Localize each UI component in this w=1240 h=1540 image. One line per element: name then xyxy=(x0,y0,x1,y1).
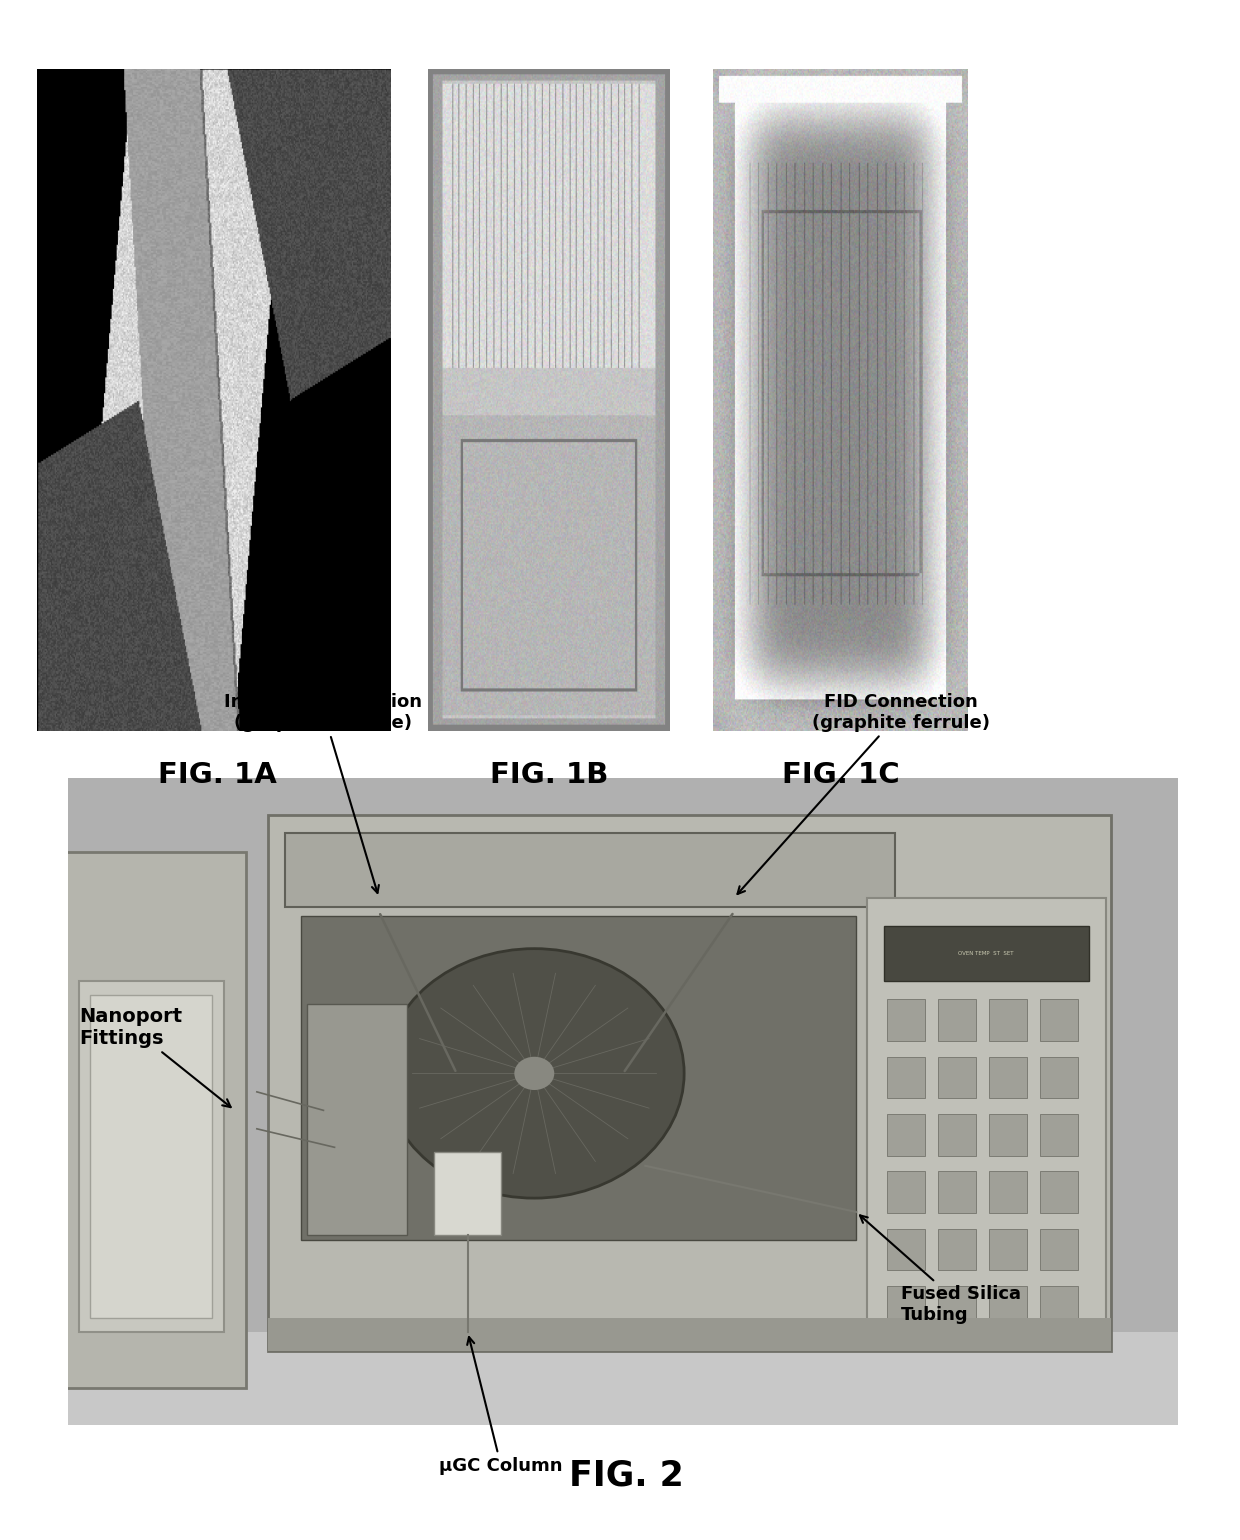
Circle shape xyxy=(384,949,684,1198)
Text: OVEN TEMP  ST  SET: OVEN TEMP ST SET xyxy=(959,950,1014,956)
Bar xyxy=(939,1172,976,1214)
Bar xyxy=(1040,1113,1078,1155)
Text: Fused Silica
Tubing: Fused Silica Tubing xyxy=(861,1215,1021,1324)
Circle shape xyxy=(515,1056,554,1090)
Text: Nanoport
Fittings: Nanoport Fittings xyxy=(79,1007,231,1107)
Bar xyxy=(990,1172,1027,1214)
Bar xyxy=(939,1286,976,1327)
Bar xyxy=(939,1056,976,1098)
Bar xyxy=(990,1286,1027,1327)
Bar xyxy=(1040,1229,1078,1270)
Bar xyxy=(268,815,1111,1351)
Bar xyxy=(306,1004,407,1235)
Bar xyxy=(888,999,925,1041)
Bar xyxy=(888,1056,925,1098)
Bar xyxy=(990,1113,1027,1155)
FancyBboxPatch shape xyxy=(57,852,246,1388)
Bar xyxy=(939,999,976,1041)
Text: FID Connection
(graphite ferrule): FID Connection (graphite ferrule) xyxy=(738,693,990,895)
Bar xyxy=(79,981,223,1332)
Bar xyxy=(888,1286,925,1327)
Text: FIG. 1B: FIG. 1B xyxy=(490,761,609,788)
Text: FIG. 1A: FIG. 1A xyxy=(157,761,277,788)
Text: FIG. 1C: FIG. 1C xyxy=(782,761,899,788)
Bar xyxy=(268,1318,1111,1351)
Bar xyxy=(990,1229,1027,1270)
Bar xyxy=(990,1056,1027,1098)
Bar xyxy=(939,1229,976,1270)
Bar xyxy=(301,916,856,1240)
Text: μGC Column: μGC Column xyxy=(439,1337,563,1475)
Bar xyxy=(888,1229,925,1270)
Text: FIG. 2: FIG. 2 xyxy=(569,1458,683,1492)
Bar xyxy=(1040,1172,1078,1214)
Bar xyxy=(888,1172,925,1214)
Bar xyxy=(1040,999,1078,1041)
Bar xyxy=(285,833,895,907)
Bar xyxy=(867,898,1106,1341)
Bar xyxy=(939,1113,976,1155)
Bar xyxy=(990,999,1027,1041)
Bar xyxy=(1040,1056,1078,1098)
Text: Injector Connection
(graphite ferrule): Injector Connection (graphite ferrule) xyxy=(224,693,423,893)
Bar xyxy=(68,1332,1178,1424)
Bar xyxy=(1040,1286,1078,1327)
Bar xyxy=(884,926,1089,981)
Bar xyxy=(888,1113,925,1155)
Bar xyxy=(91,995,212,1318)
Bar xyxy=(434,1152,501,1235)
